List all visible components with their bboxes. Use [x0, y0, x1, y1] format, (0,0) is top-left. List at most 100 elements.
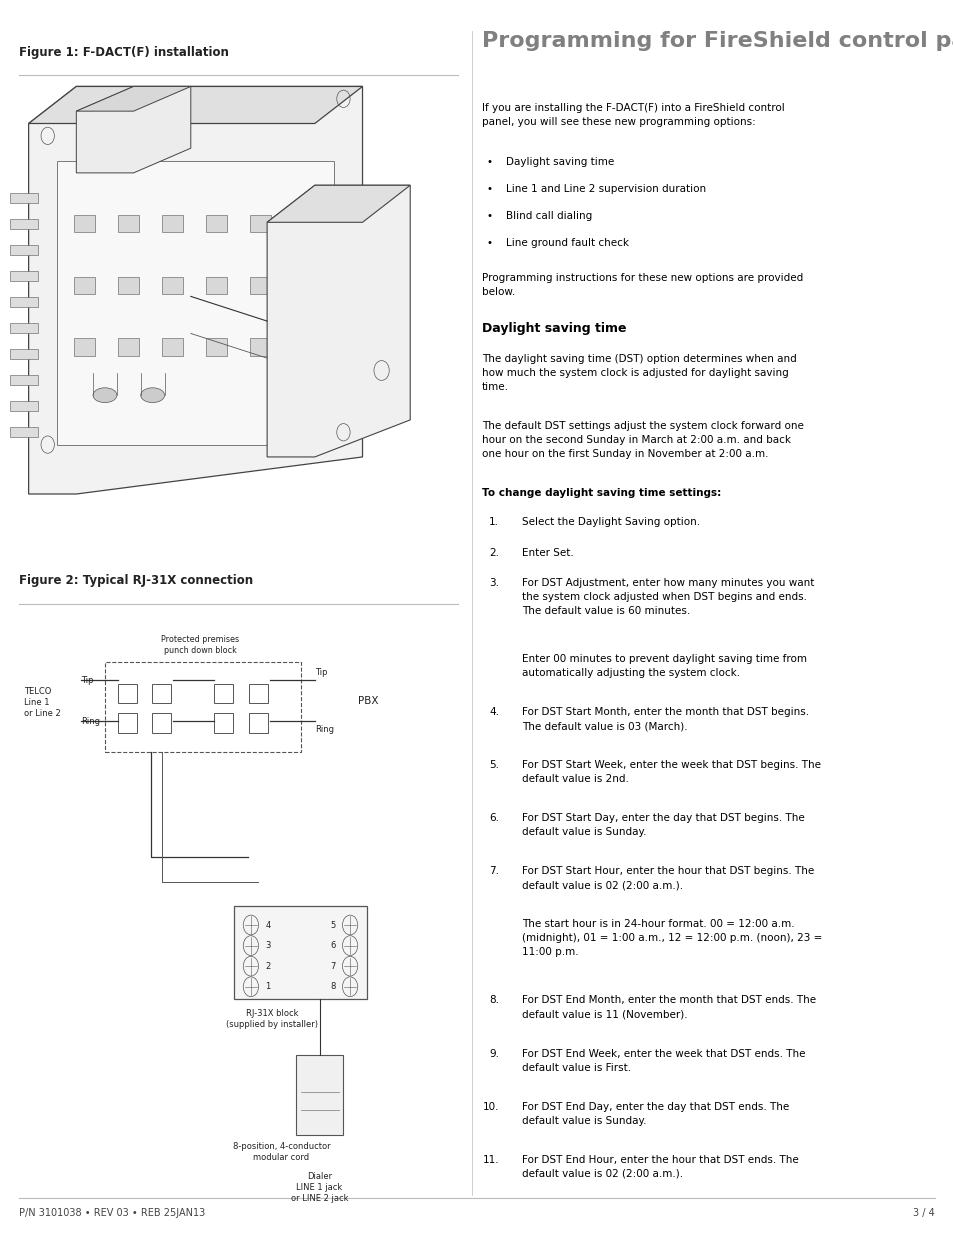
Bar [118, 338, 139, 356]
Bar [295, 1055, 343, 1135]
Text: Ring: Ring [81, 716, 100, 726]
Bar [294, 215, 314, 232]
Text: For DST Start Month, enter the month that DST begins.
The default value is 03 (M: For DST Start Month, enter the month tha… [521, 708, 808, 731]
Text: P/N 3101038 • REV 03 • REB 25JAN13: P/N 3101038 • REV 03 • REB 25JAN13 [19, 1208, 205, 1218]
Text: For DST Start Week, enter the week that DST begins. The
default value is 2nd.: For DST Start Week, enter the week that … [521, 761, 820, 784]
Text: Ring: Ring [314, 725, 334, 734]
Polygon shape [57, 161, 334, 445]
Text: •: • [486, 211, 492, 221]
Text: RJ-31X block
(supplied by installer): RJ-31X block (supplied by installer) [226, 1009, 317, 1029]
Text: The default DST settings adjust the system clock forward one
hour on the second : The default DST settings adjust the syst… [481, 421, 802, 459]
Text: Enter 00 minutes to prevent daylight saving time from
automatically adjusting th: Enter 00 minutes to prevent daylight sav… [521, 655, 806, 678]
Text: •: • [486, 184, 492, 194]
Text: Programming for FireShield control panels: Programming for FireShield control panel… [481, 31, 953, 51]
Text: Daylight saving time: Daylight saving time [481, 322, 625, 336]
Text: •: • [486, 157, 492, 167]
Text: Enter Set.: Enter Set. [521, 548, 573, 558]
Text: PBX: PBX [357, 695, 377, 706]
Text: 5.: 5. [489, 761, 498, 771]
Text: 7: 7 [330, 962, 335, 971]
Bar [118, 684, 137, 704]
Text: For DST End Day, enter the day that DST ends. The
default value is Sunday.: For DST End Day, enter the day that DST … [521, 1102, 788, 1125]
Bar [10, 324, 38, 333]
Text: 8: 8 [330, 982, 335, 992]
Bar [206, 215, 227, 232]
Bar [118, 714, 137, 734]
Text: 3 / 4: 3 / 4 [912, 1208, 934, 1218]
Text: Figure 1: F-DACT(F) installation: Figure 1: F-DACT(F) installation [19, 46, 229, 59]
Bar [10, 375, 38, 385]
Text: Protected premises
punch down block: Protected premises punch down block [161, 635, 239, 655]
Text: Line ground fault check: Line ground fault check [505, 238, 628, 248]
Polygon shape [267, 185, 410, 457]
Bar [10, 401, 38, 411]
Bar [206, 277, 227, 294]
Ellipse shape [92, 388, 116, 403]
Polygon shape [76, 86, 191, 111]
Bar [213, 684, 233, 704]
Text: Daylight saving time: Daylight saving time [505, 157, 613, 167]
Bar [162, 215, 183, 232]
Bar [152, 684, 171, 704]
Bar [10, 219, 38, 228]
Text: Tip: Tip [81, 676, 93, 685]
Text: Tip: Tip [314, 668, 327, 677]
Bar [74, 215, 95, 232]
Bar [10, 270, 38, 280]
Bar [152, 714, 171, 734]
Polygon shape [29, 86, 362, 494]
Polygon shape [29, 86, 362, 124]
Text: 2.: 2. [489, 548, 498, 558]
Text: 4.: 4. [489, 708, 498, 718]
Bar [250, 215, 271, 232]
Text: For DST End Month, enter the month that DST ends. The
default value is 11 (Novem: For DST End Month, enter the month that … [521, 995, 815, 1019]
Text: 9.: 9. [489, 1049, 498, 1058]
Text: The start hour is in 24-hour format. 00 = 12:00 a.m.
(midnight), 01 = 1:00 a.m.,: The start hour is in 24-hour format. 00 … [521, 920, 821, 957]
Text: TELCO
Line 1
or Line 2: TELCO Line 1 or Line 2 [24, 687, 61, 719]
Bar [74, 338, 95, 356]
Text: Line 1 and Line 2 supervision duration: Line 1 and Line 2 supervision duration [505, 184, 705, 194]
Text: 11.: 11. [482, 1155, 498, 1165]
Text: 5: 5 [330, 920, 335, 930]
Text: 6.: 6. [489, 814, 498, 824]
Text: For DST End Week, enter the week that DST ends. The
default value is First.: For DST End Week, enter the week that DS… [521, 1049, 804, 1072]
Bar [233, 906, 367, 999]
Text: For DST End Hour, enter the hour that DST ends. The
default value is 02 (2:00 a.: For DST End Hour, enter the hour that DS… [521, 1155, 798, 1178]
Text: Programming instructions for these new options are provided
below.: Programming instructions for these new o… [481, 273, 802, 296]
Bar [10, 296, 38, 306]
Text: For DST Start Day, enter the day that DST begins. The
default value is Sunday.: For DST Start Day, enter the day that DS… [521, 814, 803, 837]
Bar [74, 277, 95, 294]
Text: To change daylight saving time settings:: To change daylight saving time settings: [481, 488, 720, 498]
Text: 4: 4 [265, 920, 271, 930]
Bar [118, 277, 139, 294]
Polygon shape [76, 86, 191, 173]
Bar [10, 245, 38, 254]
Bar [250, 338, 271, 356]
Bar [249, 714, 268, 734]
Bar [213, 714, 233, 734]
Text: 8.: 8. [489, 995, 498, 1005]
Bar [10, 427, 38, 437]
Text: Blind call dialing: Blind call dialing [505, 211, 591, 221]
Text: 1: 1 [265, 982, 271, 992]
Text: Figure 2: Typical RJ-31X connection: Figure 2: Typical RJ-31X connection [19, 574, 253, 588]
Text: 2: 2 [265, 962, 271, 971]
Text: 8-position, 4-conductor
modular cord: 8-position, 4-conductor modular cord [233, 1142, 330, 1162]
Text: For DST Start Hour, enter the hour that DST begins. The
default value is 02 (2:0: For DST Start Hour, enter the hour that … [521, 867, 813, 890]
Text: 7.: 7. [489, 867, 498, 877]
Text: If you are installing the F-DACT(F) into a FireShield control
panel, you will se: If you are installing the F-DACT(F) into… [481, 103, 783, 126]
Bar [105, 662, 300, 752]
Text: 6: 6 [330, 941, 335, 950]
Bar [249, 684, 268, 704]
Text: Select the Daylight Saving option.: Select the Daylight Saving option. [521, 517, 700, 527]
Bar [10, 193, 38, 203]
Text: 3.: 3. [489, 578, 498, 588]
Bar [206, 338, 227, 356]
Bar [118, 215, 139, 232]
Bar [250, 277, 271, 294]
Text: For DST Adjustment, enter how many minutes you want
the system clock adjusted wh: For DST Adjustment, enter how many minut… [521, 578, 813, 616]
Bar [294, 277, 314, 294]
Text: •: • [486, 238, 492, 248]
Bar [10, 350, 38, 359]
Bar [162, 277, 183, 294]
